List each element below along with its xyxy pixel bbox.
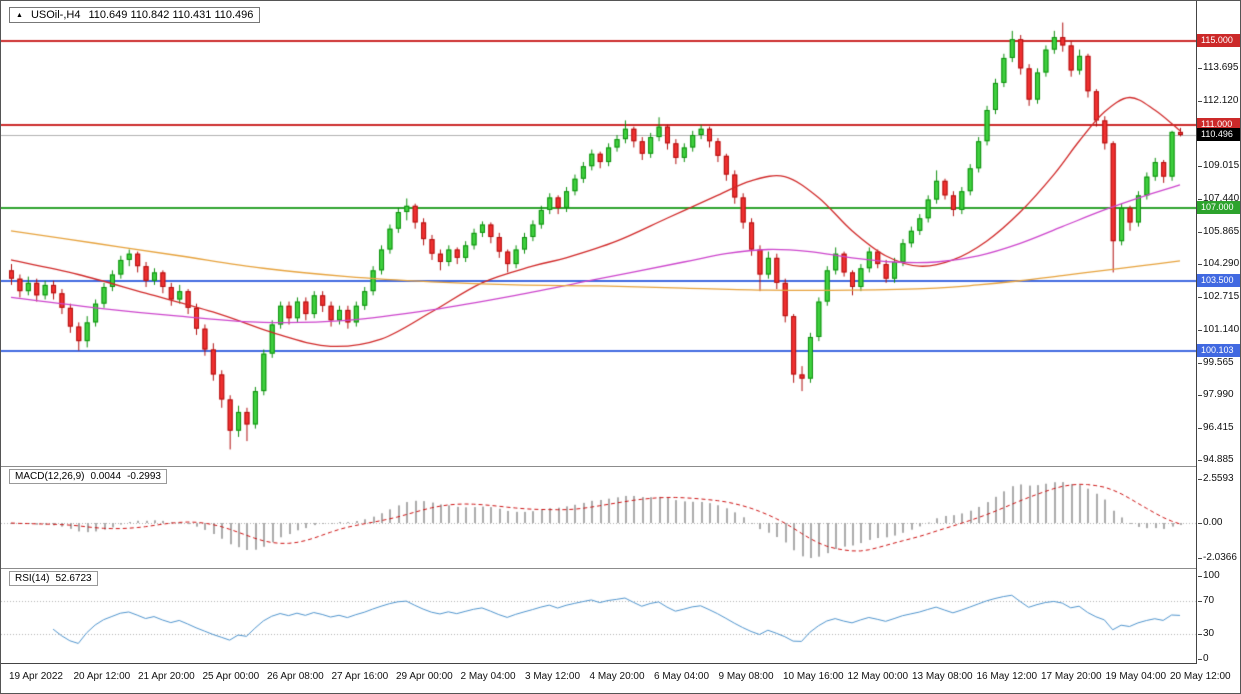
time-axis-label: 21 Apr 20:00 (138, 671, 195, 682)
price-axis-label: 107.440 (1197, 192, 1240, 204)
time-axis-label: 4 May 20:00 (589, 671, 645, 682)
time-axis-label: 6 May 04:00 (654, 671, 710, 682)
price-axis-label: 109.015 (1197, 159, 1240, 171)
price-level-box: 100.103 (1197, 344, 1240, 358)
macd-signal-value: -0.2993 (127, 471, 161, 482)
time-axis-label: 19 May 04:00 (1105, 671, 1167, 682)
time-axis-label: 20 Apr 12:00 (73, 671, 131, 682)
rsi-axis-label: 0 (1198, 653, 1209, 664)
rsi-axis-label: 70 (1197, 594, 1215, 606)
macd-panel-canvas[interactable] (1, 467, 1197, 568)
rsi-axis-label: 30 (1197, 628, 1215, 640)
price-axis-label: 105.865 (1197, 225, 1240, 237)
macd-name: MACD(12,26,9) (15, 471, 85, 482)
macd-axis-label: -2.0366 (1198, 551, 1237, 563)
time-axis-label: 29 Apr 00:00 (396, 671, 453, 682)
time-axis-label: 26 Apr 08:00 (267, 671, 324, 682)
price-level-box: 111.000 (1197, 117, 1240, 131)
time-axis-label: 13 May 08:00 (912, 671, 973, 682)
macd-axis-label: 2.5593 (1198, 473, 1234, 485)
price-level-box: 115.000 (1197, 34, 1240, 48)
price-axis-label: 94.885 (1198, 454, 1234, 466)
time-axis-label: 19 Apr 2022 (9, 671, 63, 682)
price-axis-label: 104.290 (1197, 258, 1240, 270)
symbol-timeframe-label: USOil-,H4 (30, 9, 81, 21)
price-level-box: 103.500 (1197, 273, 1240, 287)
current-price-box: 110.496 (1197, 128, 1240, 142)
time-axis-label: 27 Apr 16:00 (331, 671, 389, 682)
price-axis-label: 112.120 (1197, 95, 1239, 107)
time-axis-label: 2 May 04:00 (460, 671, 516, 682)
ohlc-values: 110.649 110.842 110.431 110.496 (88, 9, 254, 21)
price-chart-canvas[interactable] (1, 1, 1197, 466)
price-axis-label: 96.415 (1198, 422, 1234, 434)
rsi-value: 52.6723 (55, 573, 92, 584)
price-axis-label: 113.695 (1197, 62, 1239, 74)
time-axis-label: 17 May 20:00 (1041, 671, 1102, 682)
macd-axis-label: 0.00 (1197, 517, 1223, 528)
time-axis-label: 3 May 12:00 (525, 671, 581, 682)
price-scale-axis[interactable]: 113.695 112.120 109.015 107.440 105.865 104.2… (1196, 1, 1240, 664)
price-axis-label: 97.990 (1198, 389, 1234, 401)
time-axis-label: 25 Apr 00:00 (202, 671, 260, 682)
time-scale-axis[interactable]: 19 Apr 2022 20 Apr 12:00 21 Apr 20:00 25 Ap… (1, 664, 1240, 693)
rsi-indicator-label: RSI(14) 52.6723 (9, 571, 98, 586)
macd-main-value: 0.0044 (90, 471, 122, 482)
price-axis-label: 102.715 (1197, 291, 1240, 303)
panel-divider-macd[interactable] (1, 466, 1240, 467)
rsi-name: RSI(14) (15, 573, 50, 584)
macd-indicator-label: MACD(12,26,9) 0.0044 -0.2993 (9, 469, 167, 484)
price-axis-label: 101.140 (1197, 323, 1240, 335)
chart-shift-icon: ▲ (16, 11, 23, 19)
rsi-axis-label: 100 (1198, 570, 1220, 581)
price-level-box: 107.000 (1197, 200, 1240, 214)
time-axis-label: 16 May 12:00 (976, 671, 1038, 682)
time-axis-label: 20 May 12:00 (1170, 671, 1231, 682)
time-axis-label: 12 May 00:00 (847, 671, 909, 682)
chart-title: ▲ USOil-,H4 110.649 110.842 110.431 110.… (9, 7, 261, 23)
time-axis-label: 9 May 08:00 (718, 671, 774, 682)
panel-divider-rsi[interactable] (1, 568, 1240, 569)
time-axis-divider (1, 663, 1240, 664)
price-axis-label: 99.565 (1198, 356, 1234, 368)
rsi-panel-canvas[interactable] (1, 569, 1197, 663)
time-axis-label: 10 May 16:00 (783, 671, 844, 682)
